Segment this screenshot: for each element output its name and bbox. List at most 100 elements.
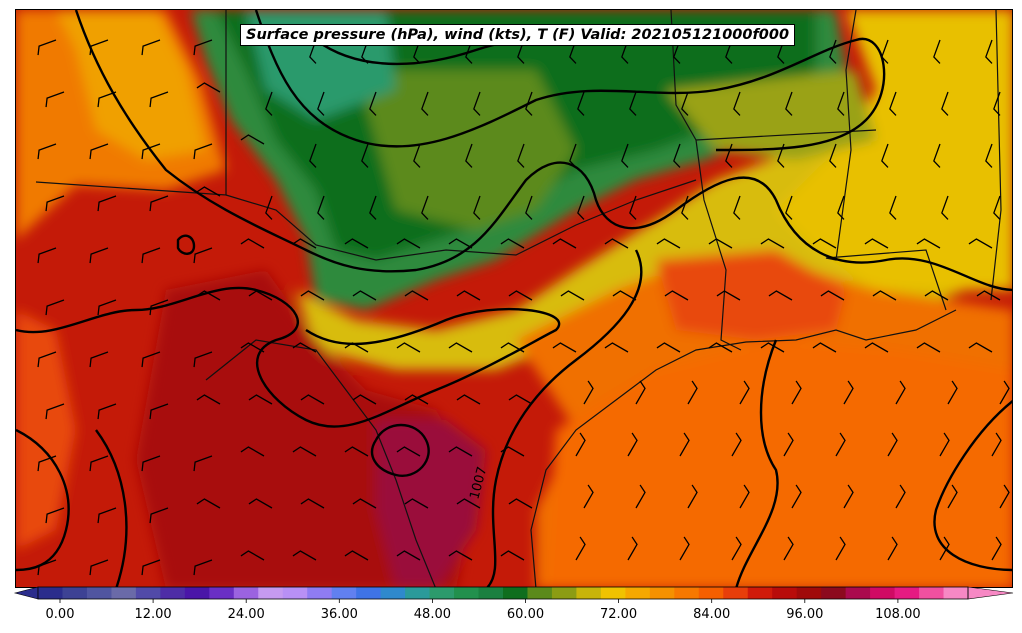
- wind-barb: [508, 290, 533, 301]
- colorbar-swatch: [356, 587, 382, 599]
- wind-barb: [895, 484, 906, 509]
- texas-red-river-boundary: [225, 179, 697, 261]
- wind-barb: [933, 39, 941, 64]
- colorbar-swatch: [625, 587, 651, 599]
- wind-barb: [731, 536, 742, 561]
- colorbar-tick-label: 12.00: [134, 607, 171, 622]
- wind-barb: [783, 536, 794, 561]
- wind-barb: [396, 238, 421, 249]
- wind-barb: [292, 238, 317, 249]
- wind-barb: [196, 82, 221, 93]
- wind-barb: [37, 39, 57, 56]
- colorbar-swatch: [576, 587, 602, 599]
- wind-barb: [404, 394, 429, 405]
- wind-barb: [785, 91, 793, 116]
- isobar-gulf-3: [735, 339, 779, 587]
- wind-barb: [396, 550, 421, 561]
- wind-barb: [783, 432, 794, 457]
- wind-barb: [89, 351, 109, 368]
- wind-barb: [97, 403, 117, 420]
- wind-barb: [627, 432, 638, 457]
- colorbar-swatch: [821, 587, 847, 599]
- wind-barb: [577, 91, 585, 116]
- wind-barb: [872, 290, 897, 301]
- temp-region-west-orange-2: [56, 10, 206, 160]
- wind-barb: [812, 238, 837, 249]
- wind-barb: [141, 247, 161, 264]
- wind-barb: [941, 195, 949, 220]
- wind-barb: [604, 342, 629, 353]
- temperature-colorbar: 0.00 12.00 24.00 36.00 48.00 60.00 72.00 84.00 9…: [13, 586, 1014, 622]
- wind-barb: [843, 484, 854, 509]
- wind-barb: [889, 91, 897, 116]
- colorbar-swatch: [209, 587, 235, 599]
- wind-barb: [577, 195, 585, 220]
- wind-barb: [404, 290, 429, 301]
- wind-barb: [196, 498, 221, 509]
- wind-barb: [193, 39, 213, 56]
- wind-barb: [248, 290, 273, 301]
- wind-barb: [149, 403, 169, 420]
- temp-region-northeast-yellow: [776, 10, 1012, 290]
- colorbar-tick-label: 108.00: [875, 607, 921, 622]
- wind-barb: [604, 238, 629, 249]
- wind-barb: [248, 498, 273, 509]
- wind-barb: [265, 91, 273, 116]
- wind-barb: [583, 380, 594, 405]
- colorbar-swatch: [551, 587, 578, 599]
- colorbar-swatches: [13, 586, 1014, 600]
- isobar-west-2: [95, 429, 128, 587]
- colorbar-swatch: [723, 587, 749, 599]
- colorbar-swatch: [503, 587, 529, 599]
- temperature-field-map: 1007: [16, 10, 1012, 587]
- texas-coastline: [530, 309, 957, 587]
- colorbar-swatch: [160, 587, 186, 599]
- wind-barb: [149, 91, 169, 108]
- wind-barb: [141, 455, 161, 472]
- wind-barb: [500, 446, 525, 457]
- colorbar-swatch: [870, 587, 896, 599]
- colorbar-extend-high: [967, 586, 1014, 600]
- wind-barb: [864, 342, 889, 353]
- wind-barb: [45, 403, 65, 420]
- wind-barb: [456, 394, 481, 405]
- colorbar-swatch: [282, 587, 308, 599]
- wind-barbs: [37, 30, 1010, 576]
- wind-barb: [687, 484, 698, 509]
- colorbar-swatch: [894, 587, 920, 599]
- wind-barb: [583, 484, 594, 509]
- wind-barb: [141, 559, 161, 576]
- wind-barb: [947, 380, 958, 405]
- temp-region-gulf-orange: [546, 340, 1012, 587]
- wind-barb: [837, 195, 845, 220]
- isobar-west-1: [16, 428, 70, 572]
- wind-barb: [635, 380, 646, 405]
- wind-barb: [985, 39, 993, 64]
- wind-barb: [292, 342, 317, 353]
- wind-barb: [97, 195, 117, 212]
- colorbar-outline: [37, 586, 969, 600]
- wind-barb: [149, 507, 169, 524]
- wind-barb: [396, 342, 421, 353]
- wind-barb: [508, 394, 533, 405]
- wind-barb: [739, 380, 750, 405]
- wind-barb: [473, 91, 481, 116]
- wind-barb: [344, 446, 369, 457]
- colorbar-swatch: [747, 587, 773, 599]
- colorbar-swatch: [380, 587, 406, 599]
- isobar-gulf-2: [933, 400, 1012, 572]
- alabama-boundary: [990, 10, 1002, 301]
- wind-barb: [843, 380, 854, 405]
- wind-barb: [500, 238, 525, 249]
- wind-barb: [45, 91, 65, 108]
- wind-barb: [612, 290, 637, 301]
- colorbar-swatch: [674, 587, 700, 599]
- wind-barb: [193, 247, 213, 264]
- colorbar-swatch: [86, 587, 113, 599]
- wind-barb: [369, 91, 377, 116]
- temp-region-far-west: [16, 310, 76, 550]
- arkansas-louisiana-boundary: [695, 129, 877, 141]
- wind-barb: [812, 342, 837, 353]
- wind-barb: [968, 238, 993, 249]
- wind-barb: [968, 342, 993, 353]
